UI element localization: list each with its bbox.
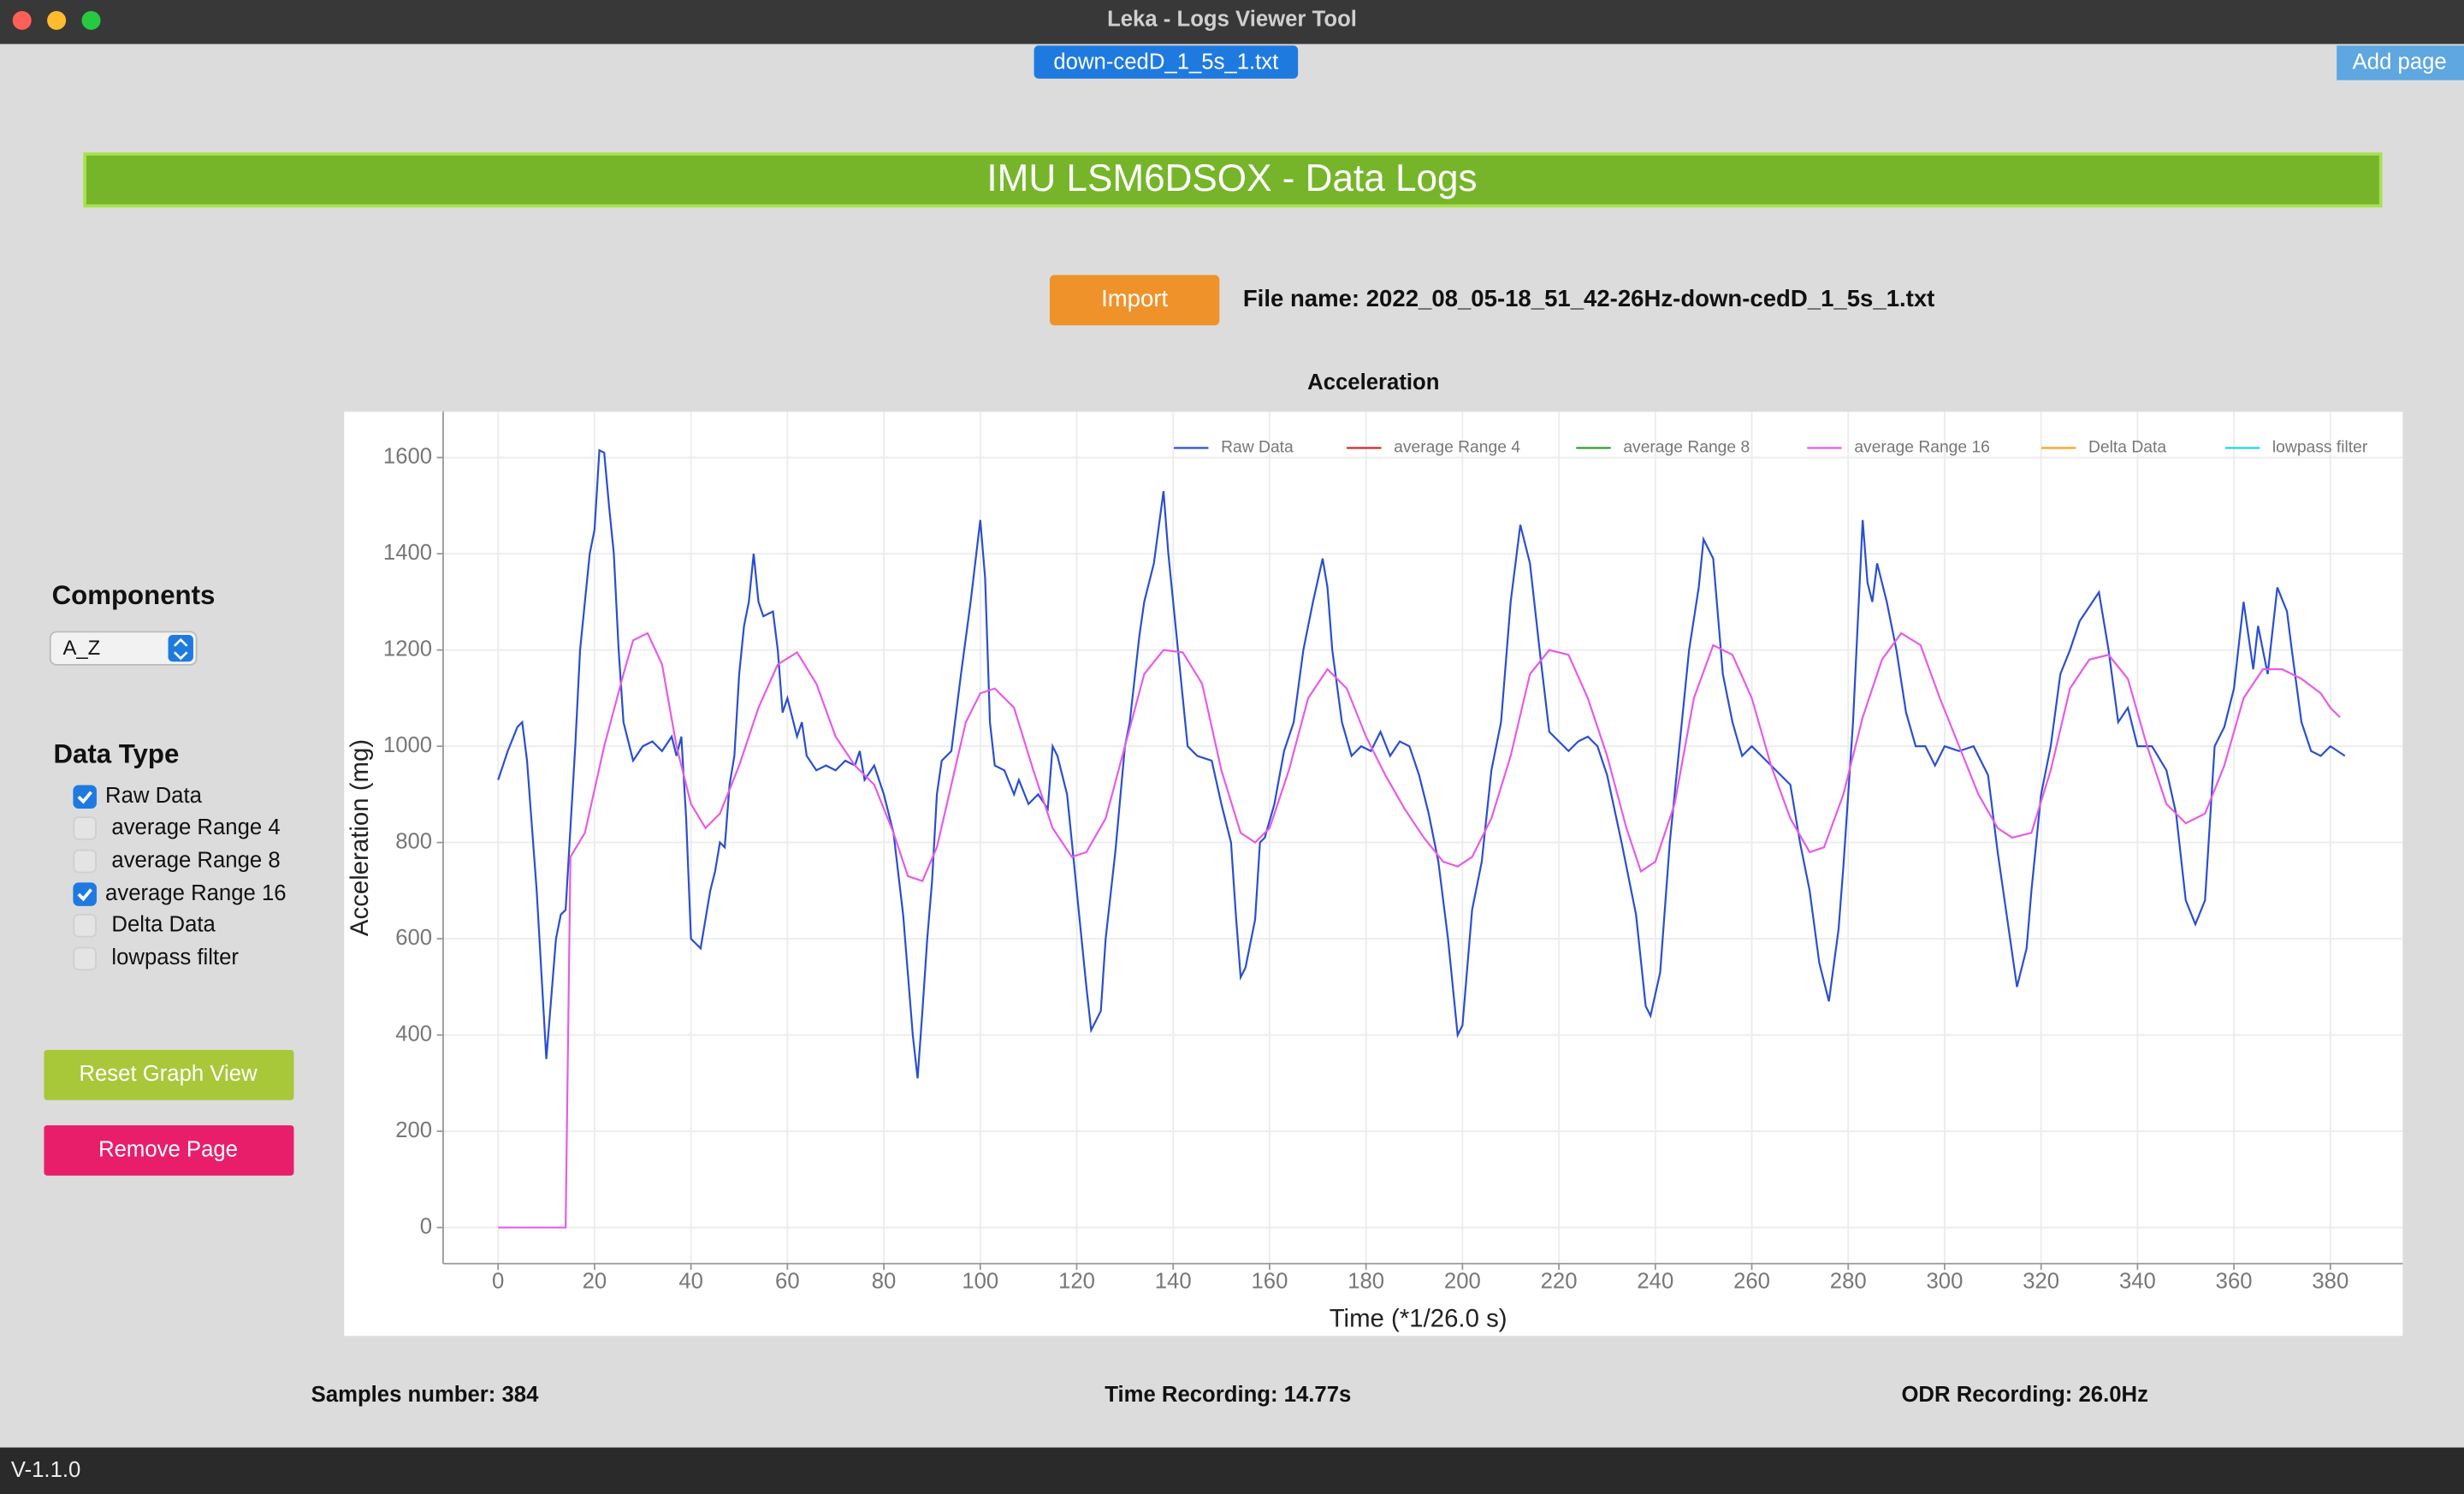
checkbox-label[interactable]: average Range 16 bbox=[105, 881, 287, 905]
legend-label[interactable]: Delta Data bbox=[2088, 439, 2166, 457]
import-label[interactable]: Import bbox=[1101, 285, 1168, 311]
x-tick-label: 140 bbox=[1155, 1270, 1192, 1294]
x-tick-label: 100 bbox=[962, 1270, 998, 1294]
checkbox[interactable] bbox=[73, 914, 97, 938]
checkbox[interactable] bbox=[73, 816, 97, 840]
chart-panel bbox=[344, 412, 2403, 1337]
tab[interactable] bbox=[1034, 45, 1299, 79]
data-type-title: Data Type bbox=[53, 739, 179, 769]
add-page-button[interactable] bbox=[2337, 45, 2464, 80]
legend-label[interactable]: average Range 8 bbox=[1623, 439, 1750, 457]
checkbox[interactable] bbox=[73, 882, 97, 906]
x-tick-label: 340 bbox=[2119, 1270, 2156, 1294]
y-tick-label: 800 bbox=[395, 829, 432, 853]
samples-number: Samples number: 384 bbox=[311, 1383, 539, 1407]
import-button[interactable] bbox=[1049, 275, 1220, 326]
x-tick-label: 120 bbox=[1058, 1270, 1095, 1294]
reset-button[interactable] bbox=[44, 1049, 294, 1100]
y-tick-label: 1400 bbox=[383, 541, 432, 565]
checkbox[interactable] bbox=[73, 849, 97, 874]
header-bar bbox=[83, 152, 2383, 208]
add-page-label[interactable]: Add page bbox=[2353, 50, 2447, 74]
chart-title: Acceleration bbox=[1307, 371, 1439, 394]
reset-label[interactable]: Reset Graph View bbox=[79, 1062, 258, 1086]
x-tick-label: 220 bbox=[1541, 1270, 1578, 1294]
x-tick-label: 160 bbox=[1251, 1270, 1288, 1294]
legend-label[interactable]: average Range 16 bbox=[1854, 439, 1990, 457]
x-tick-label: 200 bbox=[1444, 1270, 1481, 1294]
checkmark bbox=[77, 791, 92, 804]
checkbox-label[interactable]: lowpass filter bbox=[111, 946, 239, 969]
window-title: Leka - Logs Viewer Tool bbox=[1107, 8, 1357, 32]
x-tick-label: 40 bbox=[678, 1270, 703, 1294]
x-tick-label: 60 bbox=[775, 1270, 800, 1294]
legend-label[interactable]: lowpass filter bbox=[2272, 439, 2368, 457]
x-tick-label: 240 bbox=[1637, 1270, 1673, 1294]
time-recording: Time Recording: 14.77s bbox=[1105, 1383, 1351, 1407]
title-bar bbox=[0, 0, 2464, 44]
odr-recording: ODR Recording: 26.0Hz bbox=[1901, 1383, 2148, 1407]
select-arrow[interactable] bbox=[168, 635, 193, 662]
checkbox[interactable] bbox=[73, 785, 97, 809]
file-name: File name: 2022_08_05-18_51_42-26Hz-down… bbox=[1243, 285, 1934, 311]
x-tick-label: 80 bbox=[872, 1270, 897, 1294]
y-tick-label: 1600 bbox=[383, 444, 432, 468]
status-bar bbox=[0, 1447, 2464, 1494]
tab-label[interactable]: down-cedD_1_5s_1.txt bbox=[1053, 50, 1278, 74]
y-tick-label: 200 bbox=[395, 1118, 432, 1142]
remove-button[interactable] bbox=[44, 1125, 294, 1176]
checkbox-label[interactable]: average Range 8 bbox=[111, 848, 280, 872]
legend-label[interactable]: Raw Data bbox=[1221, 439, 1294, 457]
zoom-button[interactable] bbox=[81, 10, 101, 30]
x-tick-label: 320 bbox=[2023, 1270, 2059, 1294]
x-axis-label: Time (*1/26.0 s) bbox=[1330, 1305, 1507, 1333]
x-tick-label: 180 bbox=[1348, 1270, 1384, 1294]
checkbox-label[interactable]: Delta Data bbox=[111, 913, 216, 937]
select-arrow-icon bbox=[173, 637, 188, 661]
y-axis-label: Acceleration (mg) bbox=[346, 739, 374, 936]
checkmark bbox=[77, 888, 92, 902]
legend-label[interactable]: average Range 4 bbox=[1394, 439, 1520, 457]
y-tick-label: 0 bbox=[420, 1214, 432, 1238]
checkbox-label[interactable]: Raw Data bbox=[105, 784, 203, 808]
minimize-button[interactable] bbox=[47, 10, 67, 30]
x-tick-label: 260 bbox=[1733, 1270, 1770, 1294]
remove-label[interactable]: Remove Page bbox=[98, 1137, 238, 1161]
x-tick-label: 280 bbox=[1830, 1270, 1867, 1294]
close-button[interactable] bbox=[12, 10, 32, 30]
checkbox-label[interactable]: average Range 4 bbox=[111, 815, 280, 839]
component-select[interactable] bbox=[49, 631, 198, 666]
y-tick-label: 400 bbox=[395, 1022, 432, 1046]
header-title: IMU LSM6DSOX - Data Logs bbox=[986, 157, 1477, 199]
x-tick-label: 380 bbox=[2312, 1270, 2348, 1294]
x-tick-label: 0 bbox=[492, 1270, 504, 1294]
components-title: Components bbox=[52, 580, 216, 610]
x-tick-label: 300 bbox=[1927, 1270, 1964, 1294]
data-line bbox=[497, 448, 2346, 1079]
y-tick-label: 1200 bbox=[383, 637, 432, 661]
y-tick-label: 600 bbox=[395, 926, 432, 950]
version: V-1.1.0 bbox=[11, 1458, 80, 1482]
x-tick-label: 20 bbox=[583, 1270, 607, 1294]
x-tick-label: 360 bbox=[2216, 1270, 2253, 1294]
checkbox[interactable] bbox=[73, 946, 97, 971]
data-line bbox=[498, 631, 2341, 1229]
component-value[interactable]: A_Z bbox=[62, 637, 100, 660]
y-tick-label: 1000 bbox=[383, 733, 432, 757]
